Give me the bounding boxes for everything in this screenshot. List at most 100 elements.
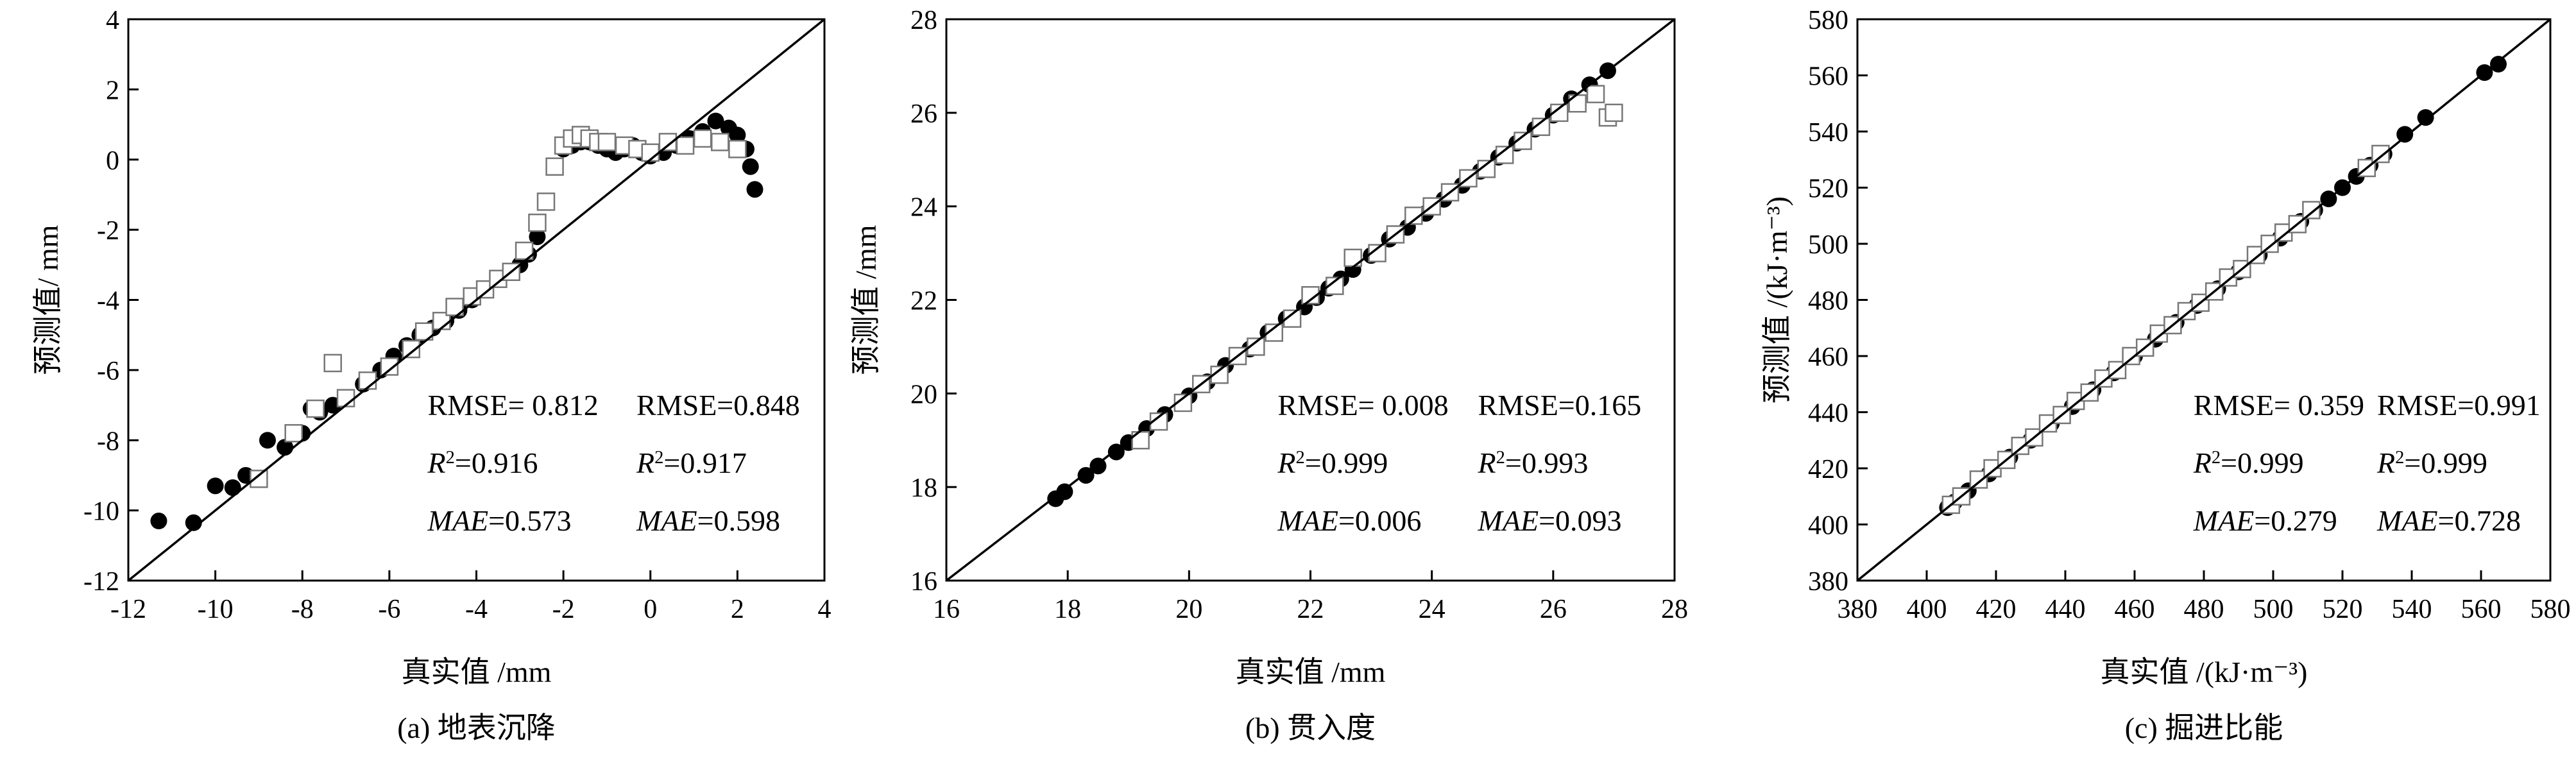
chart-a-y-ticks: -12 -10 -8 -6 -4 -2 0 2 4 [83,6,139,597]
chart-c-x-tick-label: 560 [2461,595,2502,624]
chart-c-point-filled [2396,126,2414,143]
chart-c-y-tick-label: 580 [1808,6,1848,35]
chart-a-point-open [545,157,564,176]
chart-b-x-tick-label: 16 [933,595,960,624]
chart-a-y-tick-label: -6 [97,357,119,386]
chart-a-x-tick-label: 0 [644,595,657,624]
chart-c-x-tick-label: 480 [2184,595,2224,624]
chart-a-point-filled [150,513,167,530]
chart-a-y-tick-label: 4 [106,6,119,35]
chart-a-y-tick-label: -4 [97,287,119,316]
chart-c-x-tick-label: 500 [2253,595,2294,624]
chart-a-reference-line [127,18,826,582]
chart-a-point-filled [742,158,759,175]
chart-a-point-filled [224,479,241,497]
chart-c-x-ticks: 380 400 420 440 460 480 500 520 540 560 580 [1838,570,2571,624]
chart-a-mae-model-2: MAE=0.598 [636,504,780,537]
chart-a-mae-model-1: MAE=0.573 [427,504,572,537]
chart-a-point-open [306,399,325,418]
chart-b-point-open [1605,103,1623,123]
chart-a-point-open [728,140,747,158]
chart-a-metrics: RMSE= 0.812 R2=0.916 MAE=0.573 RMSE=0.84… [427,389,800,537]
chart-c-x-tick-label: 440 [2045,595,2086,624]
chart-a-point-filled [259,432,276,449]
chart-a-point-open [711,133,729,151]
chart-b-x-tick-label: 24 [1419,595,1446,624]
chart-a-rmse-model-1: RMSE= 0.812 [428,389,599,421]
chart-a-y-tick-label: -12 [83,567,119,597]
chart-b-reference-line [945,18,1676,582]
chart-c-y-axis-label: 预测值 /(kJ·m⁻³) [1761,196,1793,404]
chart-a-y-tick-label: 2 [106,76,119,105]
chart-c-x-tick-label: 420 [1976,595,2017,624]
chart-b-x-tick-label: 18 [1054,595,1081,624]
chart-b-rmse-model-2: RMSE=0.165 [1478,389,1642,421]
chart-c-x-tick-label: 540 [2392,595,2432,624]
chart-a-point-open [323,353,342,373]
chart-b-y-tick-label: 26 [910,99,937,129]
chart-a-x-tick-label: -2 [552,595,575,624]
chart-a-point-filled [707,112,724,130]
chart-b-y-tick-label: 22 [910,287,937,316]
chart-a-rmse-model-2: RMSE=0.848 [636,389,800,421]
chart-c-y-tick-label: 440 [1808,399,1848,429]
chart-b-y-tick-label: 16 [910,567,937,597]
chart-b-rmse-model-1: RMSE= 0.008 [1277,389,1448,421]
chart-c-r2-model-2: R2=0.999 [2376,447,2487,479]
chart-a-point-filled [207,477,224,495]
chart-a-point-open [597,133,617,151]
chart-c-y-tick-label: 480 [1808,287,1848,316]
chart-c-rmse-model-2: RMSE=0.991 [2377,389,2541,421]
chart-c-x-axis-label: 真实值 /(kJ·m⁻³) [2101,656,2308,688]
chart-c-r2-model-1: R2=0.999 [2193,447,2304,479]
chart-a-point-filled [529,228,546,246]
chart-b-y-tick-label: 28 [910,6,937,35]
chart-b-caption: (b) 贯入度 [1245,711,1376,744]
chart-c-y-tick-label: 500 [1808,230,1848,260]
chart-a-x-tick-label: -6 [378,595,400,624]
chart-a-point-filled [185,514,202,531]
chart-c-y-tick-label: 540 [1808,118,1848,148]
chart-c-x-tick-label: 380 [1838,595,1878,624]
chart-b-x-tick-label: 22 [1297,595,1324,624]
chart-a-point-open [693,129,712,148]
chart-a-x-axis-label: 真实值 /mm [402,656,552,688]
chart-b: 16 18 20 22 24 26 28 16 18 20 22 24 26 28 真实值 /mm 预测… [849,6,1688,744]
chart-b-x-ticks: 16 18 20 22 24 26 28 [933,570,1688,624]
chart-b-r2-model-2: R2=0.993 [1478,447,1589,479]
chart-a-point-open [414,322,434,341]
chart-c-point-open [2302,201,2321,219]
chart-a-point-open [528,213,547,232]
chart-b-y-axis-label: 预测值 /mm [849,225,882,375]
chart-c-y-ticks: 380 400 420 440 460 480 500 520 540 560 580 [1808,6,1868,597]
chart-b-mae-model-2: MAE=0.093 [1478,504,1622,537]
chart-a-point-filled [729,126,746,144]
chart-a-x-tick-label: -4 [465,595,488,624]
chart-c: 380 400 420 440 460 480 500 520 540 560 580 380 400… [1761,6,2571,744]
chart-a-r2-model-2: R2=0.917 [636,447,747,479]
chart-c-y-tick-label: 560 [1808,62,1848,92]
chart-b-r2-model-1: R2=0.999 [1277,447,1388,479]
chart-c-mae-model-1: MAE=0.279 [2193,504,2337,537]
chart-b-y-ticks: 16 18 20 22 24 26 28 [910,6,957,597]
chart-a-y-tick-label: 0 [106,146,119,176]
chart-b-x-axis-label: 真实值 /mm [1236,656,1386,688]
chart-c-rmse-model-1: RMSE= 0.359 [2194,389,2364,421]
chart-c-y-tick-label: 520 [1808,174,1848,204]
chart-a: -12 -10 -8 -6 -4 -2 0 2 4 -12 -10 -8 -6 -4 -2 0 2 4 真实值 … [31,6,832,744]
chart-c-y-tick-label: 380 [1808,567,1848,597]
chart-a-point-filled [746,181,763,198]
chart-c-x-tick-label: 400 [1907,595,1947,624]
chart-a-y-tick-label: -2 [97,216,119,246]
chart-c-x-tick-label: 520 [2323,595,2363,624]
chart-b-y-tick-label: 24 [910,193,937,223]
chart-a-y-axis-label: 预测值/ mm [31,225,64,375]
chart-a-caption: (a) 地表沉降 [397,711,556,744]
chart-c-point-filled [2417,109,2434,126]
chart-c-y-tick-label: 460 [1808,343,1848,372]
chart-b-mae-model-1: MAE=0.006 [1277,504,1421,537]
chart-a-point-open [536,192,556,211]
chart-a-x-tick-label: -10 [198,595,234,624]
